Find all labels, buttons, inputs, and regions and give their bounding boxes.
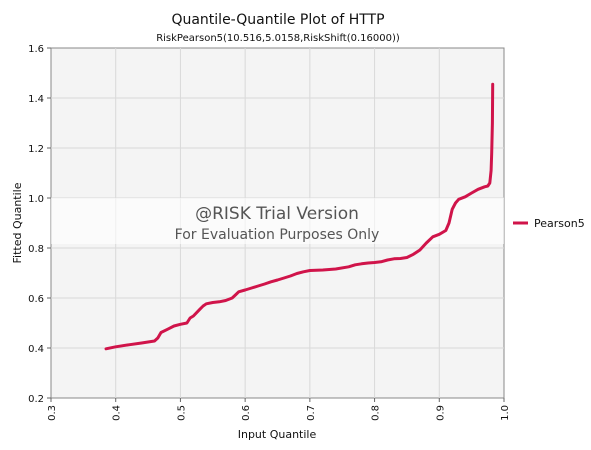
y-tick-label: 1.2 [28, 144, 44, 155]
y-tick-label: 1.0 [28, 194, 44, 205]
y-tick-label: 1.4 [28, 94, 44, 105]
x-tick-label: 0.4 [112, 405, 123, 421]
x-axis-label: Input Quantile [238, 428, 317, 441]
series-layer [104, 82, 495, 351]
x-tick-label: 0.3 [47, 405, 58, 421]
y-axis-label: Fitted Quantile [11, 182, 24, 263]
legend-label-pearson5: Pearson5 [534, 217, 585, 230]
x-tick-label: 0.8 [371, 405, 382, 421]
x-tick-label: 0.5 [176, 405, 187, 421]
y-tick-label: 0.4 [28, 344, 44, 355]
watermark-subtitle: For Evaluation Purposes Only [175, 227, 380, 243]
chart-subtitle: RiskPearson5(10.516,5.0158,RiskShift(0.1… [156, 33, 400, 44]
x-tick-label: 1.0 [500, 405, 511, 421]
y-tick-label: 0.2 [28, 394, 44, 405]
axis-ticks: 0.3 0.4 0.5 0.6 0.7 0.8 0.9 1.0 0.2 0.4 0.6 0.8 1.0 1… [28, 44, 511, 421]
series-line-pearson5 [104, 82, 495, 351]
x-tick-label: 0.7 [306, 405, 317, 421]
y-tick-label: 1.6 [28, 44, 44, 55]
watermark-band [51, 198, 504, 244]
y-tick-label: 0.8 [28, 244, 44, 255]
x-tick-label: 0.9 [435, 405, 446, 421]
x-tick-label: 0.6 [241, 405, 252, 421]
watermark-title: @RISK Trial Version [195, 204, 359, 224]
legend: Pearson5 [513, 217, 585, 230]
y-tick-label: 0.6 [28, 294, 44, 305]
chart-title: Quantile-Quantile Plot of HTTP [171, 12, 384, 28]
